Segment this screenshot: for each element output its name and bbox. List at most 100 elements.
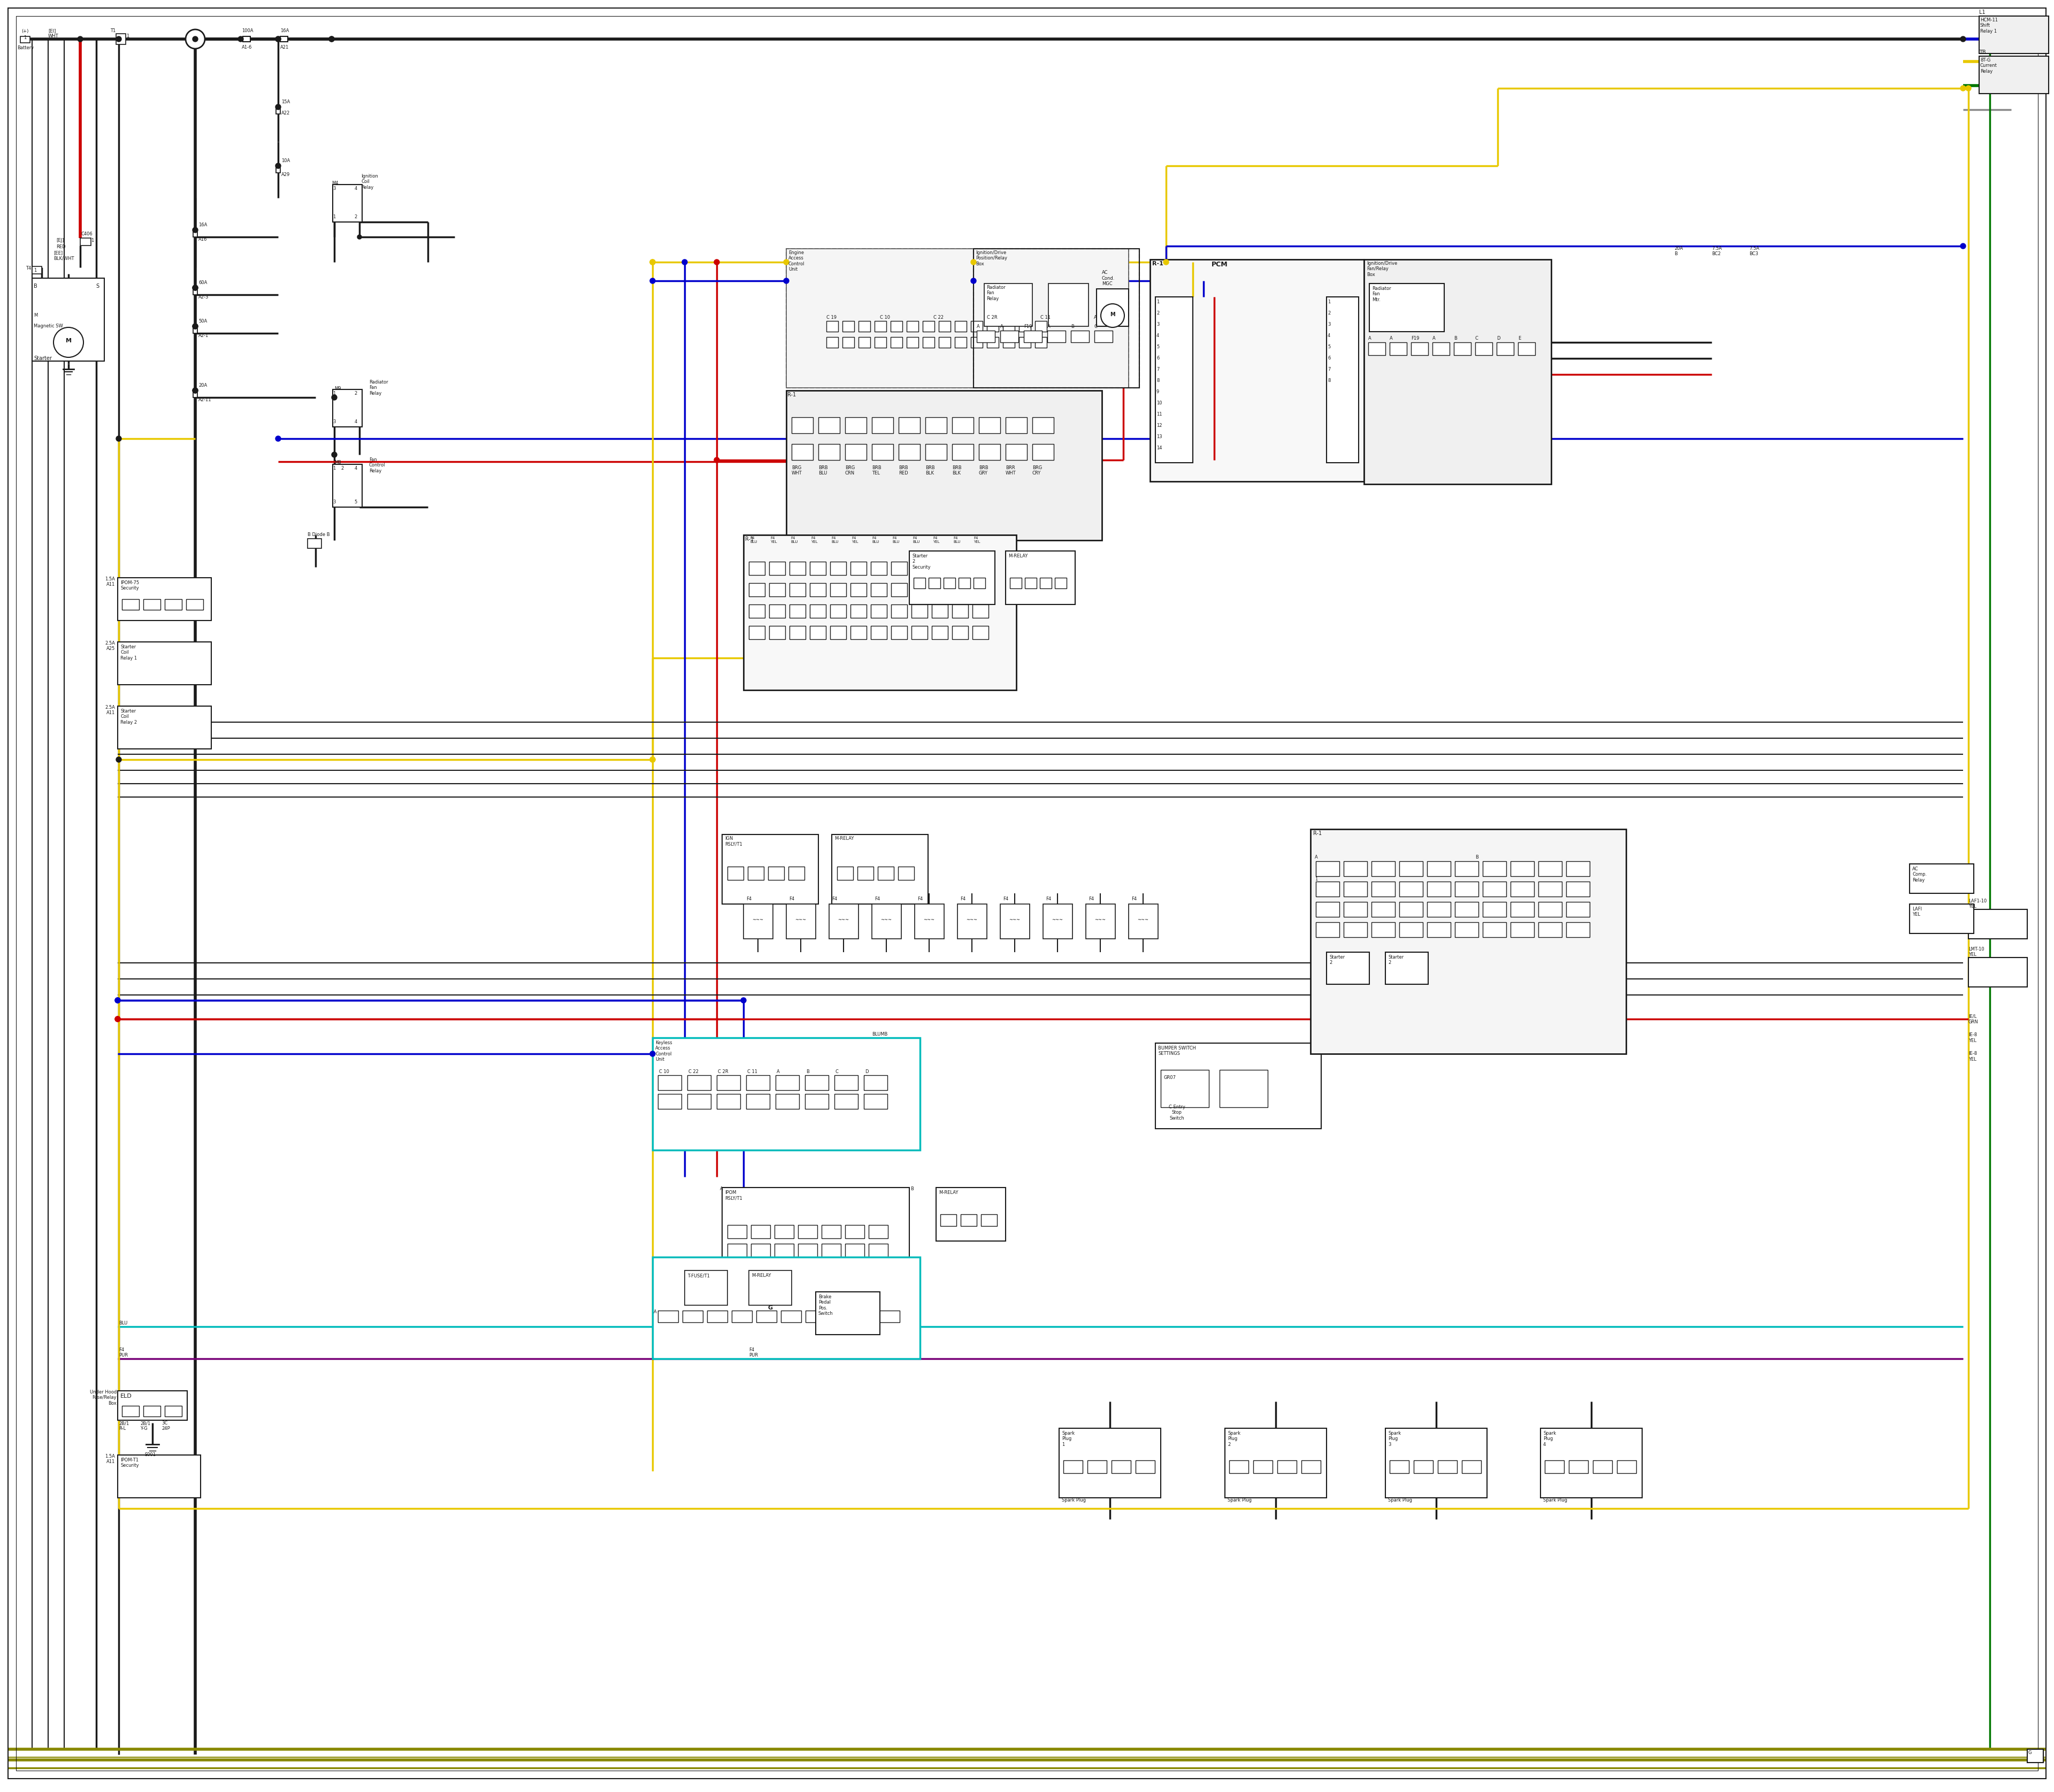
Bar bbox=[1399, 882, 1423, 896]
Bar bbox=[900, 444, 920, 461]
Bar bbox=[955, 337, 967, 348]
Text: 2B/1
R-L: 2B/1 R-L bbox=[119, 1421, 129, 1432]
Bar bbox=[891, 604, 908, 618]
Bar bbox=[1011, 577, 1021, 588]
Bar bbox=[1483, 862, 1506, 876]
Text: Starter
2: Starter 2 bbox=[1329, 955, 1345, 966]
Bar bbox=[914, 577, 926, 588]
Bar bbox=[939, 321, 951, 332]
Text: 1: 1 bbox=[1327, 299, 1331, 305]
Text: PCM: PCM bbox=[1212, 262, 1228, 269]
Bar bbox=[774, 1226, 793, 1238]
Text: IE-8
YEL: IE-8 YEL bbox=[1968, 1052, 1978, 1061]
Text: IE-8
YEL: IE-8 YEL bbox=[1968, 1032, 1978, 1043]
Bar bbox=[1372, 882, 1395, 896]
Text: 8: 8 bbox=[1156, 378, 1158, 383]
Text: LAF1-10
YEL: LAF1-10 YEL bbox=[1968, 898, 1986, 909]
Circle shape bbox=[715, 260, 719, 265]
Text: AC
Comp.
Relay: AC Comp. Relay bbox=[1912, 867, 1927, 882]
Bar bbox=[1327, 297, 1358, 462]
Text: ~~~: ~~~ bbox=[924, 918, 935, 923]
Bar bbox=[744, 903, 772, 939]
Bar bbox=[953, 444, 974, 461]
Bar bbox=[1317, 862, 1339, 876]
Circle shape bbox=[715, 457, 719, 462]
Bar bbox=[1224, 1428, 1327, 1498]
Bar bbox=[972, 582, 988, 597]
Circle shape bbox=[117, 756, 121, 762]
Text: A: A bbox=[1048, 324, 1050, 330]
Text: BRB
BLK: BRB BLK bbox=[953, 466, 961, 475]
Circle shape bbox=[115, 1016, 121, 1021]
Bar bbox=[1372, 901, 1395, 918]
Circle shape bbox=[329, 36, 335, 41]
Text: TB: TB bbox=[1980, 50, 1986, 56]
Bar bbox=[791, 444, 813, 461]
Text: BRG
CRN: BRG CRN bbox=[844, 466, 854, 475]
Text: 1.5A
A11: 1.5A A11 bbox=[105, 577, 115, 588]
Text: F4
BLU: F4 BLU bbox=[891, 536, 900, 543]
Text: F4: F4 bbox=[1002, 896, 1009, 901]
Bar bbox=[688, 1075, 711, 1090]
Bar bbox=[1510, 923, 1534, 937]
Bar bbox=[1006, 550, 1074, 604]
Text: F4: F4 bbox=[875, 896, 879, 901]
Bar bbox=[1161, 1070, 1210, 1107]
Text: 100A: 100A bbox=[242, 29, 253, 34]
Bar bbox=[723, 835, 817, 903]
Text: AC
Cond.
MGC: AC Cond. MGC bbox=[1101, 271, 1115, 287]
Bar bbox=[1565, 901, 1590, 918]
Text: M4: M4 bbox=[331, 181, 339, 186]
Bar bbox=[117, 642, 212, 685]
Text: 4: 4 bbox=[1327, 333, 1331, 339]
Text: C 19: C 19 bbox=[826, 315, 836, 321]
Bar bbox=[750, 582, 764, 597]
Text: B: B bbox=[33, 283, 37, 289]
Bar bbox=[787, 391, 1101, 539]
Bar bbox=[1317, 882, 1339, 896]
Bar bbox=[891, 337, 902, 348]
Bar bbox=[1510, 862, 1534, 876]
Text: RED: RED bbox=[55, 244, 66, 249]
Text: F4
YEL: F4 YEL bbox=[852, 536, 859, 543]
Text: ~~~: ~~~ bbox=[965, 918, 978, 923]
Circle shape bbox=[1960, 36, 1966, 41]
Text: 3: 3 bbox=[1327, 323, 1331, 326]
Bar bbox=[1538, 862, 1561, 876]
Bar bbox=[972, 625, 988, 640]
Text: F4: F4 bbox=[1089, 896, 1095, 901]
Text: 6: 6 bbox=[1327, 357, 1331, 360]
Text: 3: 3 bbox=[333, 186, 335, 192]
Bar bbox=[768, 625, 785, 640]
Circle shape bbox=[785, 260, 789, 265]
Bar bbox=[768, 561, 785, 575]
Text: 1: 1 bbox=[1315, 876, 1317, 882]
Bar bbox=[1980, 56, 2048, 93]
Bar bbox=[1483, 882, 1506, 896]
Bar bbox=[1454, 342, 1471, 355]
Text: A: A bbox=[1000, 324, 1002, 330]
Bar bbox=[906, 337, 918, 348]
Bar bbox=[1364, 260, 1551, 484]
Text: 1: 1 bbox=[333, 466, 335, 471]
Bar bbox=[1432, 342, 1450, 355]
Circle shape bbox=[741, 998, 746, 1004]
Bar bbox=[1368, 342, 1384, 355]
Text: 2: 2 bbox=[355, 215, 357, 219]
Text: M9: M9 bbox=[335, 387, 341, 391]
Text: D: D bbox=[865, 1070, 869, 1073]
Bar bbox=[1327, 952, 1370, 984]
Text: G: G bbox=[2027, 1751, 2031, 1754]
Text: 3C
24P: 3C 24P bbox=[162, 1421, 170, 1432]
Bar bbox=[1399, 862, 1423, 876]
Circle shape bbox=[78, 36, 82, 41]
Bar bbox=[830, 561, 846, 575]
Bar bbox=[121, 1405, 140, 1416]
Bar bbox=[117, 1391, 187, 1421]
Text: BRB
GRY: BRB GRY bbox=[980, 466, 988, 475]
Text: F4
BLU: F4 BLU bbox=[750, 536, 758, 543]
Bar bbox=[1399, 923, 1423, 937]
Text: R-1: R-1 bbox=[1152, 262, 1163, 267]
Text: T1: T1 bbox=[111, 29, 115, 34]
Text: WHT: WHT bbox=[47, 34, 60, 38]
